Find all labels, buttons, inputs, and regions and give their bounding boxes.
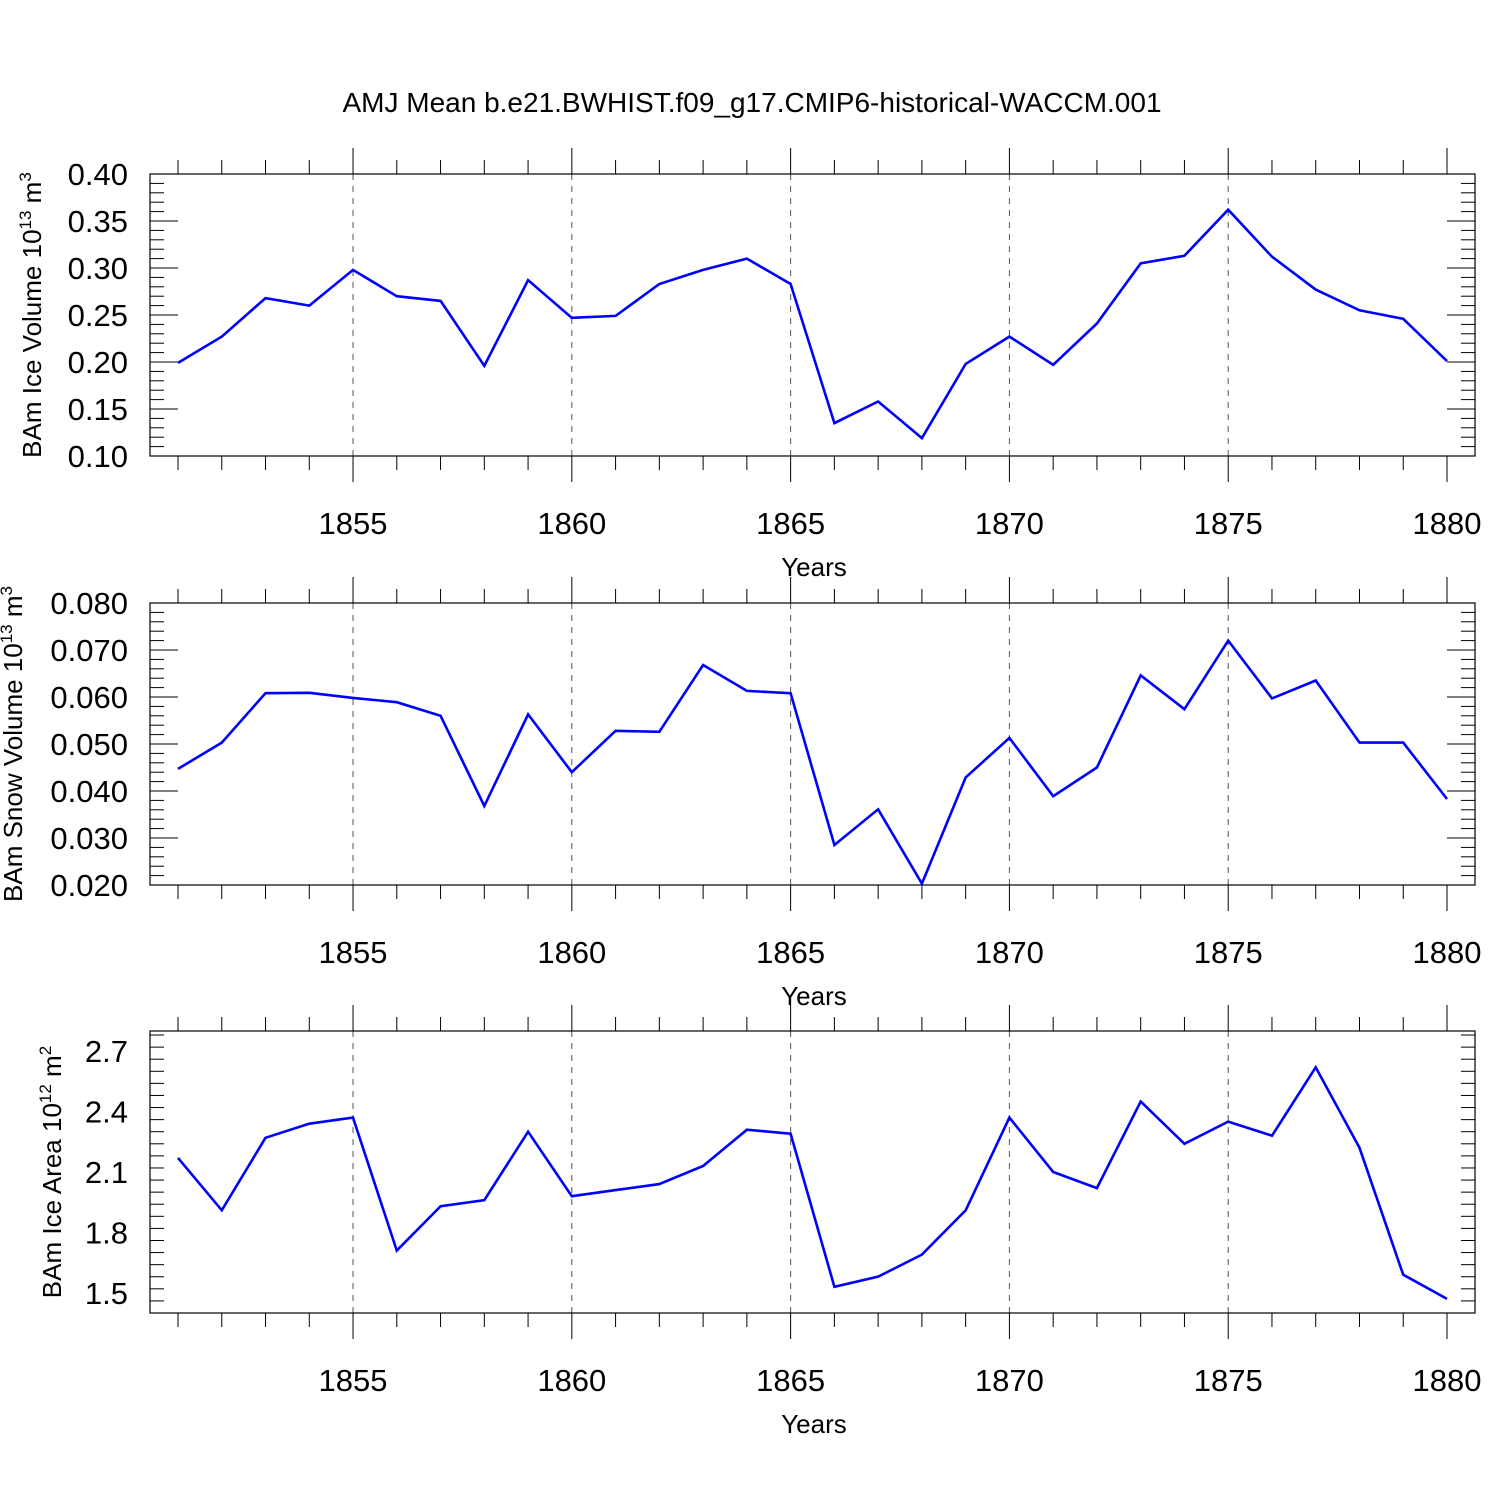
x-tick-label: 1870 xyxy=(975,1363,1044,1398)
series-line xyxy=(177,1064,1448,1301)
y-tick-label: 2.4 xyxy=(85,1095,128,1130)
figure-title: AMJ Mean b.e21.BWHIST.f09_g17.CMIP6-hist… xyxy=(342,87,1161,118)
panel-2: 0.020 0.030 0.040 0.050 0.060 0.070 0.080 1855 1… xyxy=(0,577,1481,1011)
y-tick-label: 0.070 xyxy=(50,633,128,668)
y-axis-label: BAm Snow Volume 1013 m3 xyxy=(0,586,28,902)
x-axis-label: Years xyxy=(781,1409,847,1439)
y-tick-label: 1.5 xyxy=(85,1276,128,1311)
plot-frame xyxy=(149,602,1476,886)
x-tick-label: 1860 xyxy=(537,506,606,541)
y-tick-label: 0.10 xyxy=(68,439,128,474)
y-axis-label-part: BAm Ice Volume 10 xyxy=(17,229,47,457)
y-tick-label: 0.030 xyxy=(50,821,128,856)
y-axis-label-part: m xyxy=(17,182,47,211)
y-tick-label: 0.040 xyxy=(50,774,128,809)
y-tick-label: 0.060 xyxy=(50,680,128,715)
y-axis-label-part: BAm Snow Volume 10 xyxy=(0,643,28,902)
x-tick-label: 1865 xyxy=(756,506,825,541)
y-axis-label-superscript: 13 xyxy=(0,624,16,643)
y-axis-label-superscript: 12 xyxy=(36,1084,55,1103)
y-axis-label-superscript: 2 xyxy=(36,1046,55,1055)
x-tick-label: 1880 xyxy=(1413,1363,1482,1398)
x-tick-label: 1855 xyxy=(319,506,388,541)
y-axis-label: BAm Ice Area 1012 m2 xyxy=(36,1046,67,1298)
y-tick-label: 0.050 xyxy=(50,727,128,762)
y-tick-label: 0.30 xyxy=(68,251,128,286)
y-tick-label: 0.020 xyxy=(50,868,128,903)
y-tick-label: 0.35 xyxy=(68,204,128,239)
y-tick-label: 1.8 xyxy=(85,1215,128,1250)
x-axis-label: Years xyxy=(781,981,847,1011)
y-tick-label: 0.40 xyxy=(68,157,128,192)
y-axis-label-part: m xyxy=(37,1055,67,1084)
x-tick-label: 1860 xyxy=(537,1363,606,1398)
y-axis-label-part: BAm Ice Area 10 xyxy=(37,1103,67,1298)
x-tick-label: 1865 xyxy=(756,935,825,970)
y-tick-label: 2.7 xyxy=(85,1034,128,1069)
y-tick-label: 0.15 xyxy=(68,392,128,427)
x-tick-label: 1875 xyxy=(1194,1363,1263,1398)
x-tick-label: 1870 xyxy=(975,935,1044,970)
x-tick-label: 1860 xyxy=(537,935,606,970)
y-tick-label: 0.080 xyxy=(50,586,128,621)
y-axis-label-superscript: 3 xyxy=(0,586,16,595)
x-tick-label: 1855 xyxy=(319,1363,388,1398)
x-tick-label: 1875 xyxy=(1194,506,1263,541)
x-tick-label: 1880 xyxy=(1413,506,1482,541)
plot-frame xyxy=(149,1030,1476,1314)
panel-3: 1.5 1.8 2.1 2.4 2.7 1855 1860 1865 1870 1875 1880 Y… xyxy=(36,1005,1481,1439)
y-axis-label-part: m xyxy=(0,595,28,624)
x-axis-label: Years xyxy=(781,552,847,582)
y-tick-label: 0.25 xyxy=(68,298,128,333)
x-tick-label: 1870 xyxy=(975,506,1044,541)
y-axis-label-superscript: 13 xyxy=(16,211,35,230)
plot-frame xyxy=(149,173,1476,457)
y-axis-label: BAm Ice Volume 1013 m3 xyxy=(16,172,47,458)
series-line xyxy=(177,638,1449,887)
panel-1: 0.10 0.15 0.20 0.25 0.30 0.35 0.40 1855 1860 1865… xyxy=(16,148,1481,582)
x-tick-label: 1855 xyxy=(319,935,388,970)
y-tick-label: 0.20 xyxy=(68,345,128,380)
x-tick-label: 1880 xyxy=(1413,935,1482,970)
x-tick-label: 1865 xyxy=(756,1363,825,1398)
x-tick-label: 1875 xyxy=(1194,935,1263,970)
series-line xyxy=(177,207,1448,441)
y-tick-label: 2.1 xyxy=(85,1155,128,1190)
y-axis-label-superscript: 3 xyxy=(16,172,35,181)
panels: 0.10 0.15 0.20 0.25 0.30 0.35 0.40 1855 1860 1865… xyxy=(0,148,1481,1439)
